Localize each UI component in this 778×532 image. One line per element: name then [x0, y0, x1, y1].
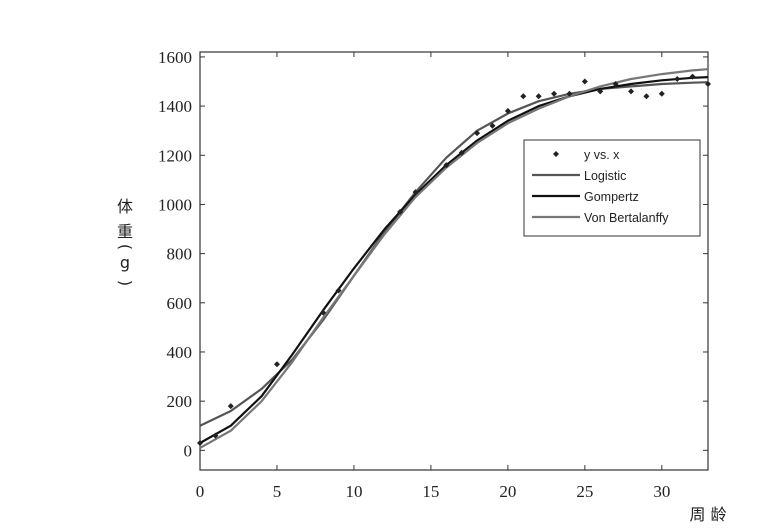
x-tick-label: 25: [576, 482, 593, 501]
axis-ticks: 0 5 10 15 20 25 30 0 200 400 600 800 1000 1200 1400 160…: [158, 48, 708, 501]
data-point: [674, 76, 681, 83]
data-point: [551, 90, 558, 97]
data-point: [458, 149, 465, 156]
legend-label-3: Von Bertalanffy: [584, 211, 669, 225]
data-point: [597, 88, 604, 95]
ylabel-char-1: 重: [117, 222, 133, 241]
y-tick-label: 1400: [158, 97, 192, 116]
x-tick-label: 20: [499, 482, 516, 501]
y-tick-label: 0: [184, 441, 193, 460]
data-point: [535, 93, 542, 100]
xlabel: 周 龄: [689, 505, 726, 524]
data-point: [273, 361, 280, 368]
data-point: [581, 78, 588, 85]
series-line-logistic: [199, 81, 709, 427]
y-tick-label: 200: [167, 392, 193, 411]
x-tick-label: 30: [653, 482, 670, 501]
data-point: [689, 73, 696, 80]
legend-marker-points: [553, 151, 559, 157]
data-point: [443, 162, 450, 169]
ylabel-char-0: 体: [117, 197, 133, 216]
x-tick-label: 0: [196, 482, 205, 501]
data-point: [197, 439, 203, 446]
data-point: [643, 93, 650, 100]
data-point: [474, 130, 481, 137]
data-point: [397, 208, 404, 215]
legend: y vs. x Logistic Gompertz Von Bertalanff…: [523, 139, 701, 237]
legend-box: [523, 139, 701, 237]
data-point: [628, 88, 635, 95]
legend-label-0: y vs. x: [584, 148, 620, 162]
data-point: [227, 403, 234, 410]
data-point: [335, 287, 342, 294]
y-tick-label: 1200: [158, 146, 192, 165]
data-point: [566, 90, 573, 97]
x-tick-label: 10: [345, 482, 362, 501]
y-tick-label: 800: [167, 245, 193, 264]
x-tick-label: 5: [273, 482, 282, 501]
y-tick-label: 1600: [158, 48, 192, 67]
y-tick-label: 600: [167, 294, 193, 313]
data-point: [212, 432, 219, 439]
data-point: [612, 80, 619, 87]
ylabel-char-4: ): [116, 280, 135, 286]
data-point: [520, 93, 527, 100]
ylabel-char-2: (: [116, 244, 135, 250]
y-tick-label: 1000: [158, 195, 192, 214]
legend-label-2: Gompertz: [584, 190, 639, 204]
ylabel-char-3: g: [120, 253, 130, 272]
data-point: [705, 80, 711, 87]
plot-area: [199, 51, 709, 471]
x-tick-label: 15: [422, 482, 439, 501]
legend-label-1: Logistic: [584, 169, 626, 183]
data-point: [320, 309, 327, 316]
data-point: [412, 189, 419, 196]
y-tick-label: 400: [167, 343, 193, 362]
data-point: [489, 122, 496, 129]
data-points: [197, 73, 711, 446]
data-point: [658, 90, 665, 97]
data-point: [504, 108, 511, 115]
